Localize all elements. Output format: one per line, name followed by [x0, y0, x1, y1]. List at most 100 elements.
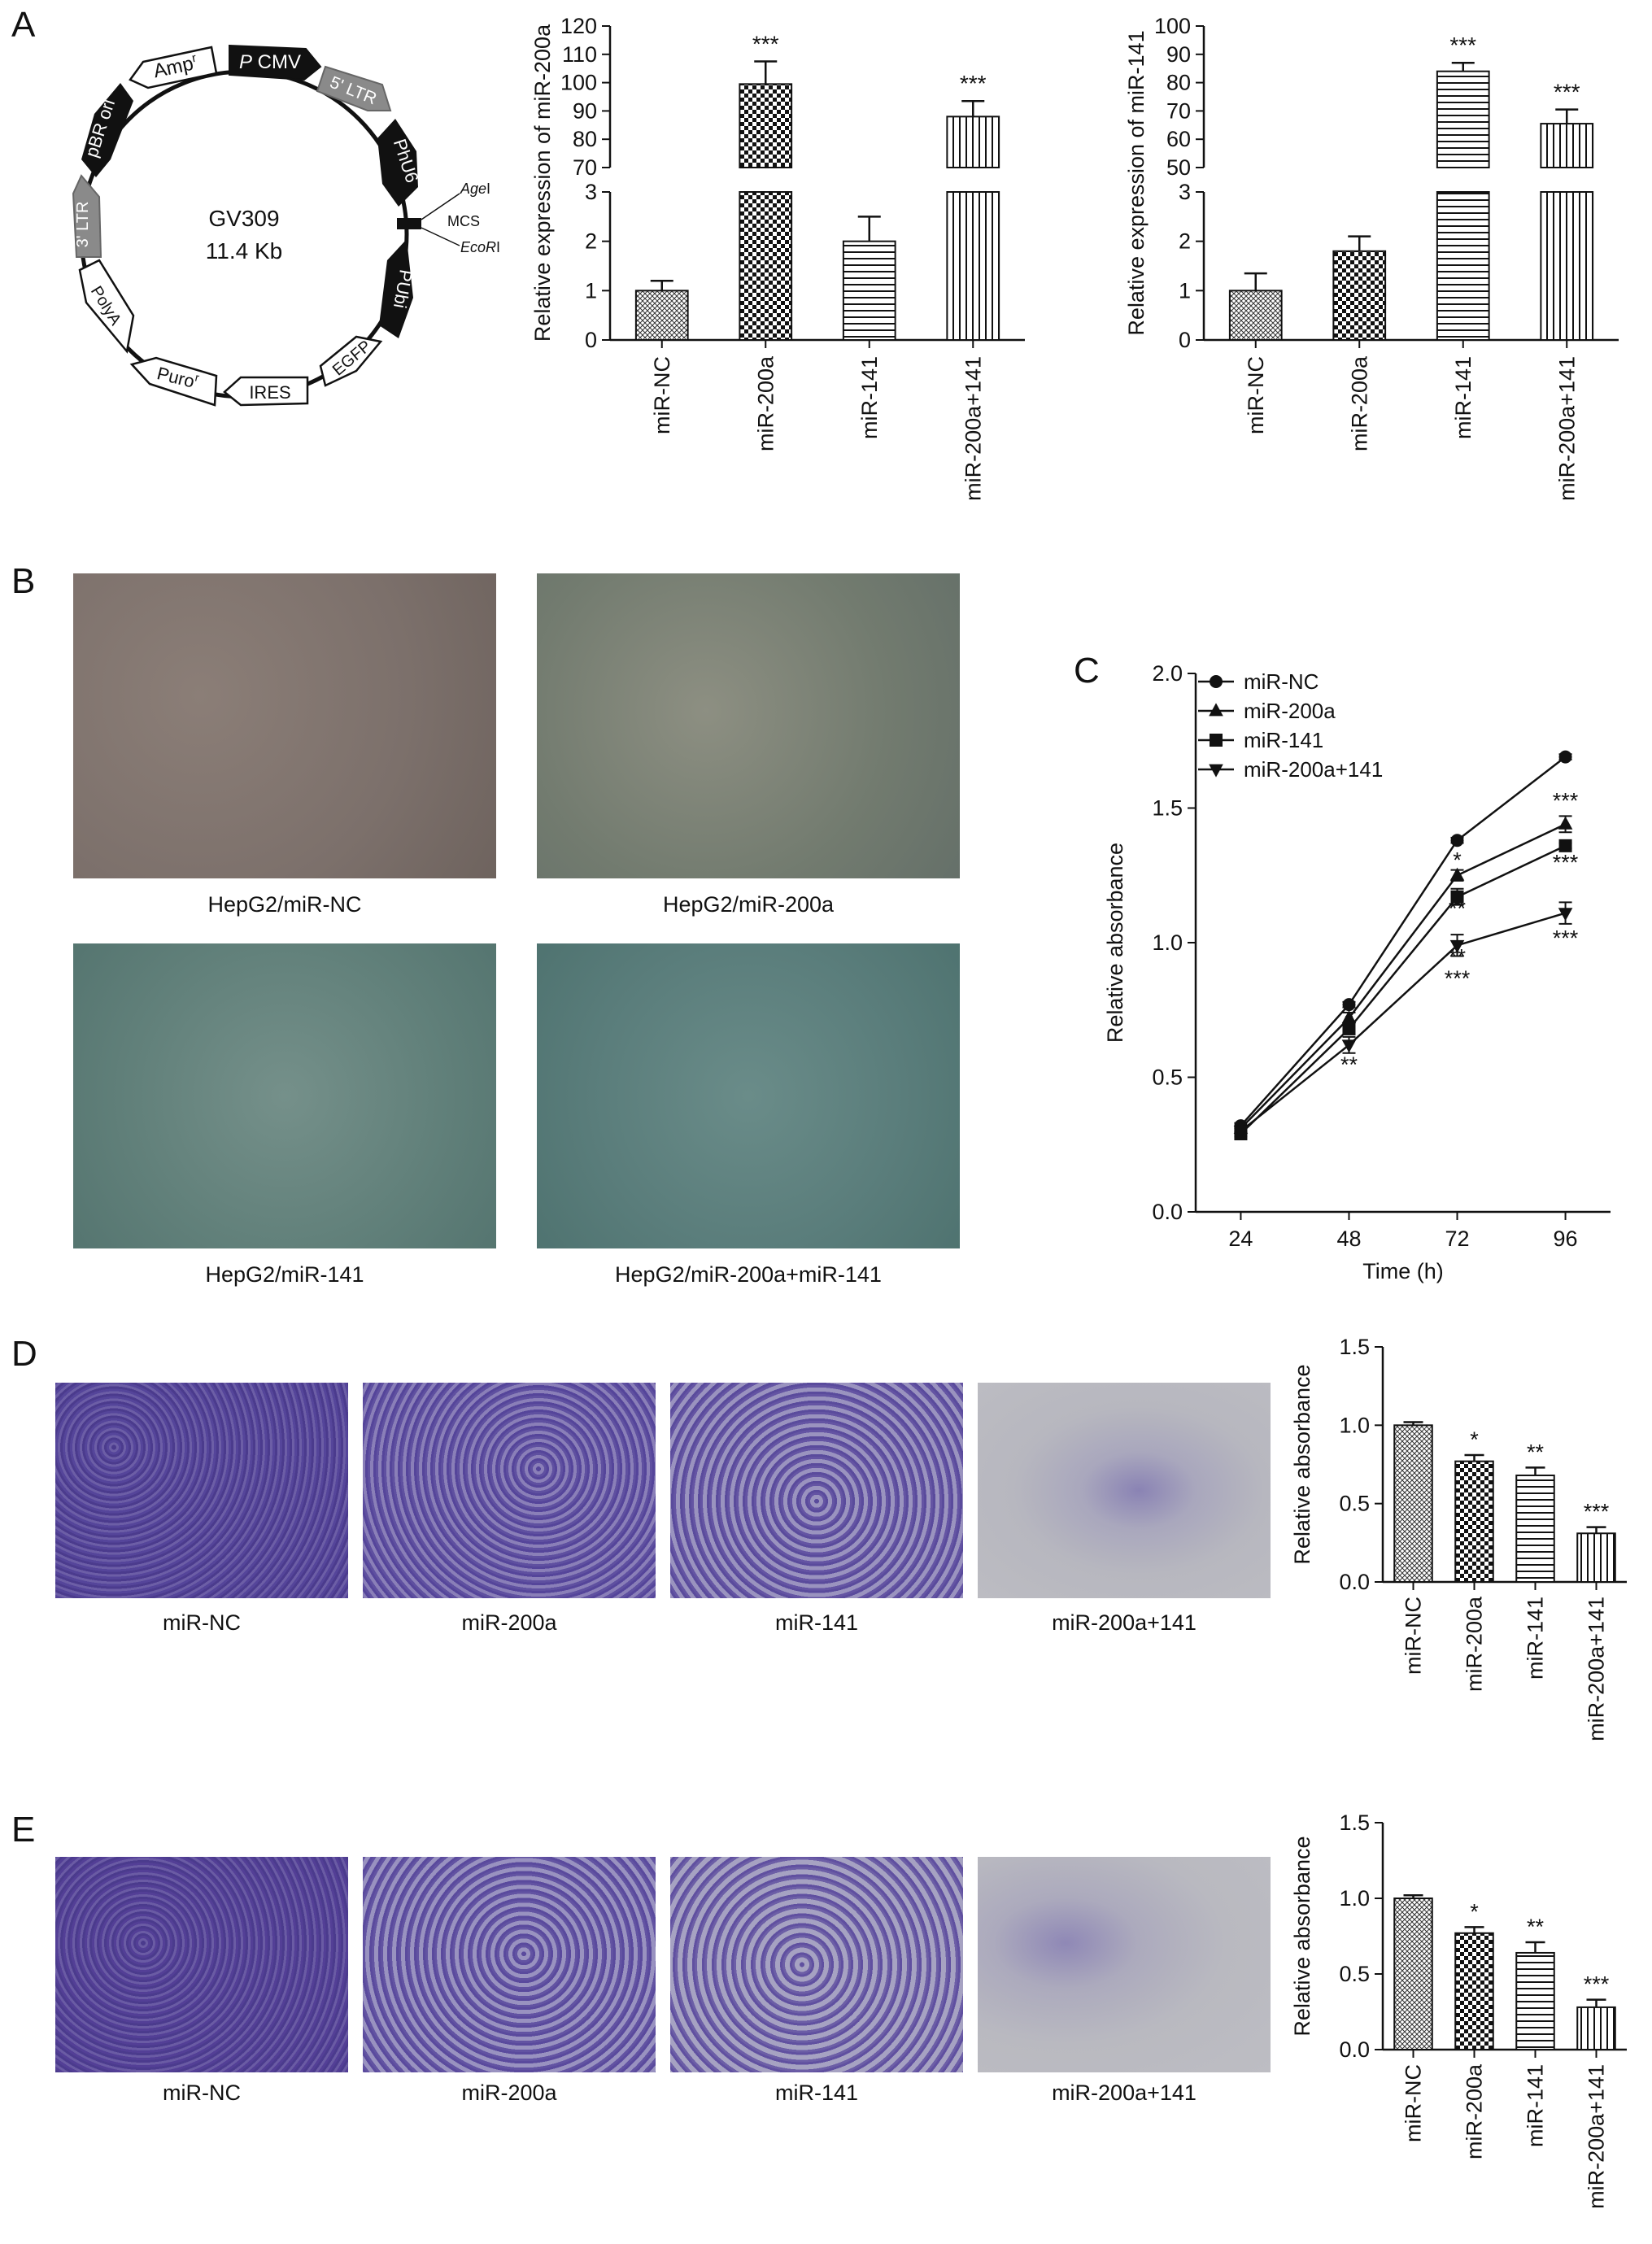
photo-e-mir-141 — [670, 1857, 963, 2072]
x-tick-label: 48 — [1336, 1227, 1361, 1251]
photo-hepg2-mir-200a — [537, 573, 960, 878]
chart-mir200a-expression: 70 80 90 100 110 120 0 1 2 3 Relative expression o… — [530, 14, 1025, 501]
photo-e-mir-200a — [363, 1857, 656, 2072]
y-tick-label: 2.0 — [1152, 661, 1183, 686]
y-tick-label: 1.5 — [1152, 796, 1183, 821]
y-tick-label: 0.0 — [1339, 1570, 1370, 1594]
plasmid-feature-mcs: AgeI MCS EcoRI — [397, 181, 500, 255]
y-tick-label: 2 — [1179, 229, 1191, 254]
caption-d-3: miR-141 — [774, 1610, 859, 1635]
bar — [1436, 70, 1490, 168]
caption-e-1: miR-NC — [163, 2081, 241, 2105]
data-point — [1233, 1126, 1249, 1139]
legend-label: miR-200a — [1244, 699, 1336, 723]
bar — [1228, 290, 1283, 342]
data-point — [1342, 998, 1356, 1012]
y-axis-title: Relative expression of miR-200a — [530, 24, 555, 342]
photo-d-mir-200a-141 — [978, 1383, 1271, 1598]
y-tick-label: 0.5 — [1339, 1492, 1370, 1516]
data-point — [1210, 675, 1223, 688]
photo-hepg2-mir-nc — [73, 573, 496, 878]
y-tick-label: 100 — [1154, 14, 1191, 38]
error-bar — [1525, 1466, 1545, 1475]
y-tick-label: 80 — [573, 127, 597, 151]
bar — [1576, 1532, 1616, 1583]
plasmid-feature-pcmv: P CMV — [229, 44, 322, 81]
x-tick-label: miR-200a — [1462, 2063, 1487, 2159]
bar — [1540, 123, 1594, 168]
significance-label: *** — [960, 71, 987, 96]
data-point — [1449, 939, 1465, 953]
y-axis-title: Relative absorbance — [1290, 1836, 1314, 2036]
significance-label: *** — [752, 32, 779, 57]
error-bar — [1555, 108, 1579, 124]
y-tick-label: 0.5 — [1152, 1065, 1183, 1090]
svg-text:AgeI: AgeI — [460, 181, 490, 197]
x-tick-label: miR-141 — [1523, 1597, 1548, 1680]
error-bar — [1348, 235, 1371, 251]
significance-label: * — [1470, 1899, 1479, 1924]
plasmid-size: 11.4 Kb — [206, 238, 282, 264]
significance-label: *** — [1553, 789, 1579, 813]
panel-label-d: D — [11, 1334, 37, 1374]
x-tick-label: miR-141 — [857, 356, 882, 439]
caption-e-3: miR-141 — [774, 2081, 859, 2105]
y-tick-label: 0 — [585, 328, 597, 352]
x-tick-label: miR-NC — [1244, 356, 1268, 434]
data-point — [1450, 890, 1464, 904]
error-bar — [1586, 1998, 1606, 2007]
caption-e-2: miR-200a — [461, 2081, 557, 2105]
significance-label: * — [1453, 847, 1462, 872]
y-tick-label: 70 — [1166, 98, 1191, 123]
data-point — [1449, 867, 1465, 881]
x-tick-label: miR-200a — [1462, 1596, 1487, 1692]
error-bar — [1403, 1421, 1423, 1426]
svg-text:MCS: MCS — [447, 213, 480, 229]
photo-hepg2-mir-141 — [73, 943, 496, 1248]
significance-label: *** — [1554, 80, 1580, 105]
bar — [1393, 1424, 1433, 1584]
plasmid-feature-amp: Ampr — [129, 46, 218, 89]
svg-text:IRES: IRES — [249, 382, 290, 403]
x-tick-label: miR-200a+141 — [1584, 1597, 1609, 1741]
caption-d-1: miR-NC — [163, 1610, 241, 1635]
x-tick-label: 96 — [1554, 1227, 1578, 1251]
caption-b-2: HepG2/miR-200a — [662, 892, 835, 917]
svg-text:P CMV: P CMV — [239, 51, 301, 73]
y-tick-label: 0 — [1179, 328, 1191, 352]
y-tick-label: 1.0 — [1339, 1413, 1370, 1437]
svg-text:3' LTR: 3' LTR — [74, 202, 92, 248]
bar — [1515, 1474, 1555, 1583]
significance-label: ** — [1527, 1915, 1545, 1939]
x-tick-label: miR-200a — [1347, 355, 1371, 451]
significance-label: *** — [1584, 1500, 1610, 1524]
error-bar — [1403, 1894, 1423, 1898]
bar-lower-segment — [946, 191, 1000, 341]
data-point — [1558, 816, 1573, 830]
plasmid-feature-polya: PolyA — [78, 259, 135, 354]
error-bar — [754, 60, 778, 85]
caption-d-4: miR-200a+141 — [1052, 1610, 1197, 1635]
plasmid-feature-phu6: PhU6 — [377, 119, 423, 207]
data-point — [1558, 839, 1572, 852]
x-tick-label: miR-200a+141 — [1584, 2064, 1609, 2209]
plasmid-feature-ires: IRES — [223, 376, 309, 407]
data-point — [1342, 1022, 1356, 1035]
panel-label-e: E — [11, 1810, 36, 1850]
plasmid-feature-egfp: EGFP — [319, 335, 383, 387]
bar — [946, 115, 1000, 168]
bar-lower-segment — [1436, 191, 1490, 341]
bar — [842, 240, 896, 341]
error-bar — [1525, 1941, 1545, 1953]
plasmid-map: Ampr P CMV 5' LTR PhU6 AgeI MCS EcoRI PU… — [72, 44, 500, 407]
y-tick-label: 1.5 — [1339, 1810, 1370, 1835]
y-tick-label: 1.5 — [1339, 1335, 1370, 1359]
bar — [1515, 1951, 1555, 2051]
x-axis-title: Time (h) — [1362, 1259, 1444, 1283]
x-tick-label: miR-141 — [1523, 2064, 1548, 2147]
x-tick-label: miR-200a+141 — [1554, 356, 1579, 501]
caption-b-1: HepG2/miR-NC — [207, 892, 362, 917]
significance-label: *** — [1584, 1972, 1610, 1997]
y-tick-label: 110 — [562, 42, 597, 67]
bar — [739, 83, 793, 168]
